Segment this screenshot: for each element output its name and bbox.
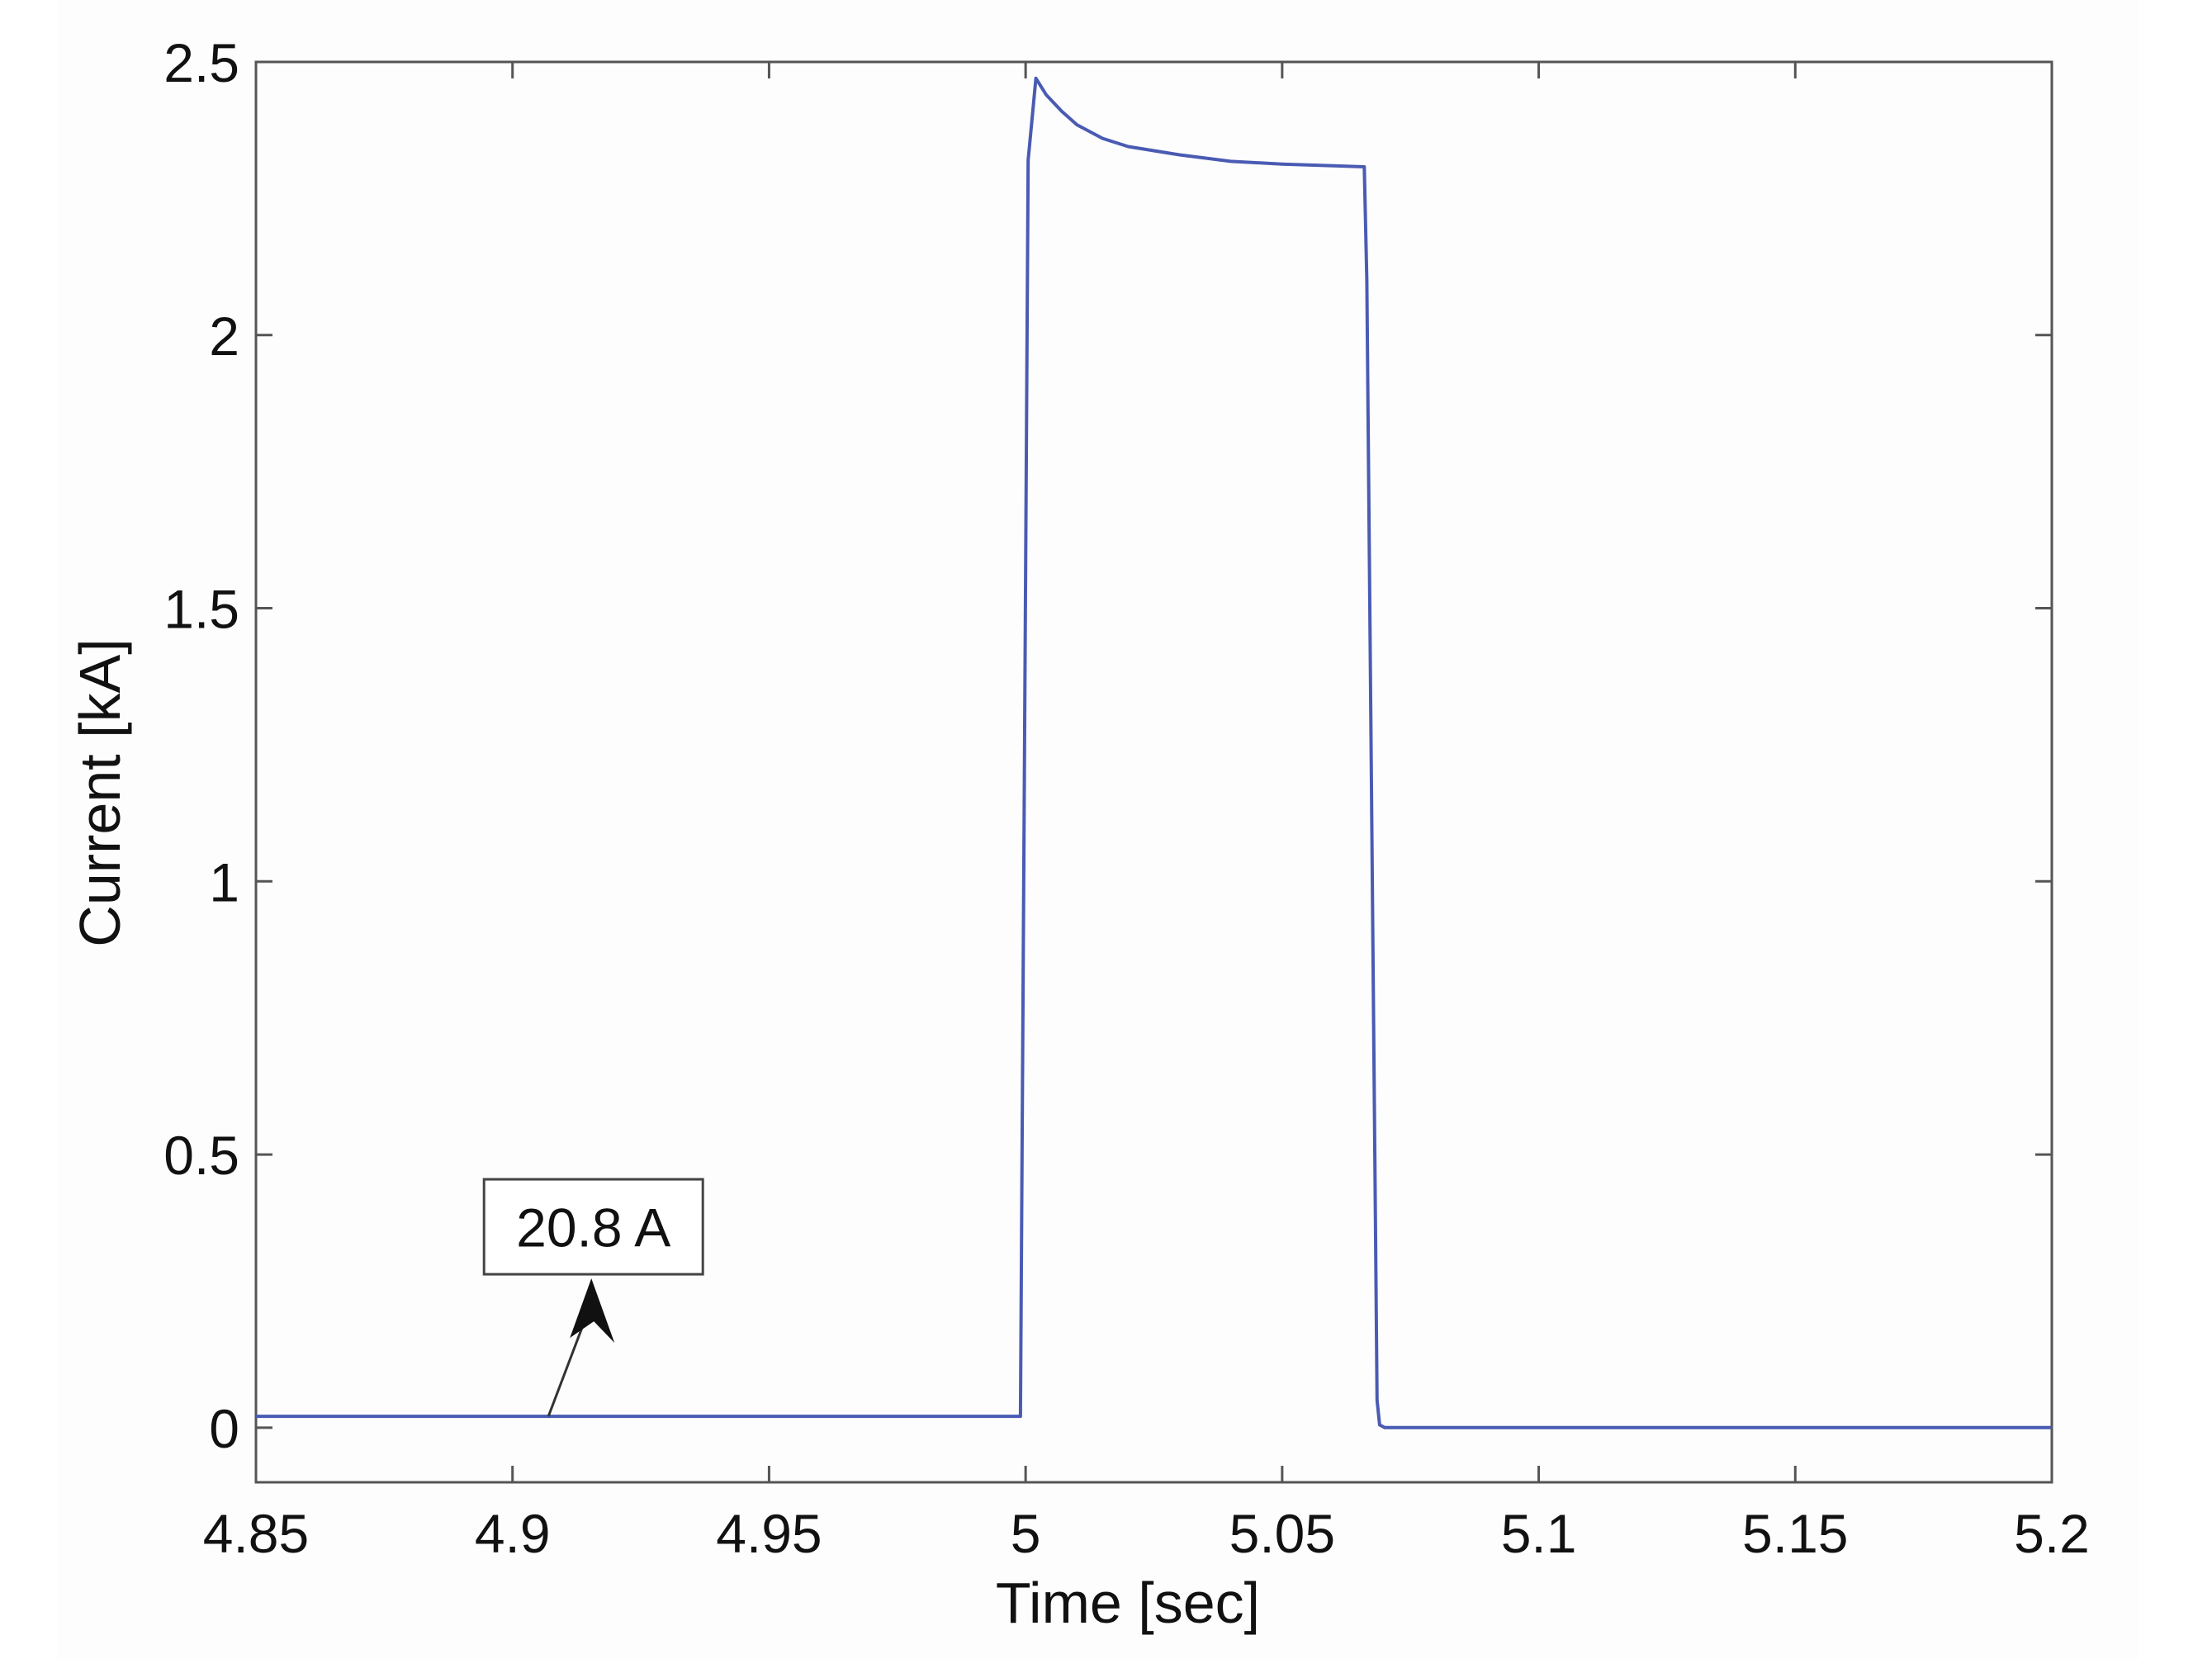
x-tick-label: 5 bbox=[1011, 1503, 1041, 1564]
x-tick-label: 4.95 bbox=[716, 1503, 822, 1564]
y-axis-label: Current [kA] bbox=[68, 638, 132, 946]
current-series-line bbox=[256, 76, 2052, 1429]
x-tick-label: 5.05 bbox=[1229, 1503, 1335, 1564]
x-tick-label: 5.15 bbox=[1742, 1503, 1848, 1564]
y-tick-label: 2 bbox=[209, 306, 239, 367]
x-tick-label: 4.9 bbox=[475, 1503, 551, 1564]
y-tick-label: 0 bbox=[209, 1398, 239, 1459]
figure: 4.85 4.9 4.95 5 5.05 5.1 5.15 5.2 0 0.5 1 1.5 2 2.5 2… bbox=[58, 0, 2139, 1659]
x-tick-label: 4.85 bbox=[203, 1503, 309, 1564]
x-tick-label: 5.2 bbox=[2014, 1503, 2090, 1564]
ticks-layer: 4.85 4.9 4.95 5 5.05 5.1 5.15 5.2 0 0.5 1 1.5 2 2.5 bbox=[163, 32, 2090, 1564]
x-tick-label: 5.1 bbox=[1501, 1503, 1577, 1564]
x-axis-label: Time [sec] bbox=[996, 1571, 1260, 1635]
annotation-layer: 20.8 A bbox=[482, 1178, 704, 1417]
annotation-label: 20.8 A bbox=[516, 1197, 670, 1258]
y-tick-label: 0.5 bbox=[163, 1125, 239, 1186]
y-tick-label: 1.5 bbox=[163, 579, 239, 640]
line-chart: 4.85 4.9 4.95 5 5.05 5.1 5.15 5.2 0 0.5 1 1.5 2 2.5 2… bbox=[68, 32, 2090, 1635]
y-tick-label: 1 bbox=[209, 851, 239, 912]
annotation-arrow-head bbox=[570, 1278, 615, 1344]
y-tick-label: 2.5 bbox=[163, 32, 239, 93]
annotation-box bbox=[482, 1178, 704, 1276]
series-layer bbox=[256, 76, 2052, 1429]
